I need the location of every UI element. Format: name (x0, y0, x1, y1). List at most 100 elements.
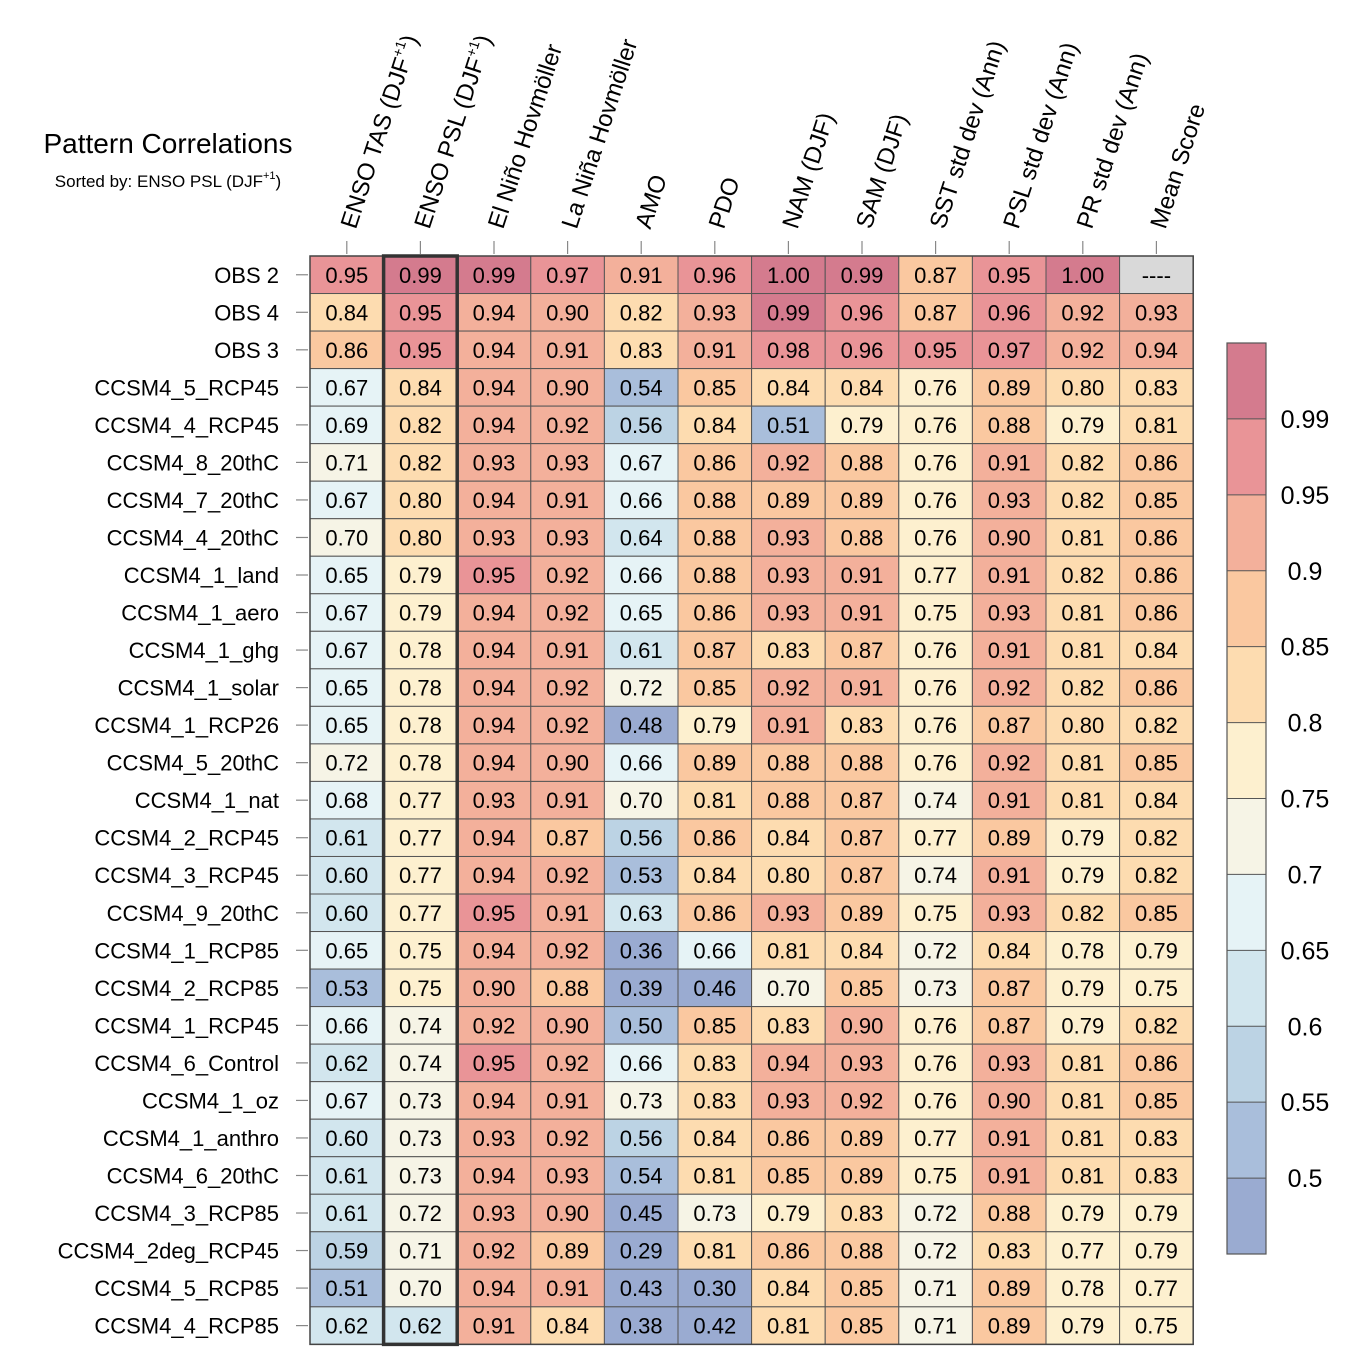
heatmap-cell (824, 518, 900, 557)
cell-value: 0.85 (841, 1276, 884, 1301)
cell-value: 0.73 (620, 1088, 663, 1113)
heatmap-cell (898, 743, 973, 782)
cell-value: 0.73 (399, 1088, 442, 1113)
cell-value: 0.93 (767, 901, 810, 926)
column-label: SAM (DJF) (851, 111, 913, 232)
column-label: Mean Score (1145, 100, 1211, 231)
cell-value: 0.86 (693, 450, 736, 475)
colorbar-tick-label: 0.8 (1288, 710, 1323, 738)
cell-value: ---- (1142, 263, 1171, 288)
heatmap-cell (677, 630, 753, 670)
cell-value: 0.67 (325, 601, 368, 626)
cell-value: 0.81 (1061, 788, 1104, 813)
cell-value: 0.71 (399, 1239, 442, 1264)
cell-value: 0.54 (620, 1163, 663, 1188)
cell-value: 0.77 (399, 826, 442, 851)
heatmap-cell (751, 593, 826, 632)
heatmap-cell (898, 368, 973, 407)
heatmap-cell (898, 518, 973, 557)
heatmap-cell (309, 368, 385, 407)
heatmap-cell (530, 1231, 605, 1270)
row-label: CCSM4_5_20thC (107, 751, 280, 776)
cell-value: 0.94 (473, 1163, 516, 1188)
cell-value: 0.74 (914, 788, 957, 813)
cell-value: 0.88 (546, 976, 589, 1001)
cell-value: 0.83 (1135, 1126, 1178, 1151)
cell-value: 0.91 (988, 638, 1031, 663)
cell-value: 0.94 (767, 1051, 810, 1076)
cell-value: 0.97 (988, 338, 1031, 363)
heatmap-cell (824, 593, 900, 632)
heatmap-cell (677, 1268, 753, 1308)
cell-value: 0.79 (399, 601, 442, 626)
heatmap-cell (824, 855, 900, 895)
heatmap-cell (824, 1193, 900, 1233)
heatmap-cell (1045, 330, 1121, 370)
heatmap-cell (898, 630, 973, 670)
cell-value: 0.91 (988, 563, 1031, 588)
cell-value: 0.89 (988, 375, 1031, 400)
cell-value: 0.94 (473, 863, 516, 888)
heatmap-cell (677, 893, 753, 933)
cell-value: 0.89 (767, 488, 810, 513)
heatmap-cell (383, 1118, 458, 1158)
heatmap-cell (603, 1193, 679, 1233)
heatmap-cell (677, 1306, 753, 1345)
cell-value: 0.86 (1135, 525, 1178, 550)
cell-value: 0.76 (914, 751, 957, 776)
cell-value: 0.78 (399, 638, 442, 663)
cell-value: 0.84 (767, 375, 810, 400)
heatmap-cell (824, 968, 900, 1008)
cell-value: 0.95 (325, 263, 368, 288)
heatmap-cell (530, 368, 605, 407)
heatmap-cell (530, 1043, 605, 1083)
cell-value: 0.75 (914, 901, 957, 926)
cell-value: 0.66 (620, 1051, 663, 1076)
cell-value: 0.66 (325, 1013, 368, 1038)
column-ticks (346, 241, 1158, 254)
cell-value: 0.79 (841, 413, 884, 438)
heatmap-cell (751, 1268, 826, 1308)
cell-value: 0.84 (1135, 638, 1178, 663)
cell-value: 0.75 (1135, 1314, 1178, 1339)
cell-value: 0.94 (473, 413, 516, 438)
cell-value: 0.65 (325, 563, 368, 588)
row-labels: OBS 2 OBS 4 OBS 3 CCSM4_5_RCP45 CCSM4_4_RCP4… (58, 263, 279, 1339)
cell-value: 0.79 (767, 1201, 810, 1226)
cell-value: 0.93 (767, 1088, 810, 1113)
row-label: CCSM4_1_nat (135, 788, 279, 813)
cell-value: 0.93 (473, 1201, 516, 1226)
heatmap-cell (1119, 968, 1194, 1008)
cell-value: 0.82 (1061, 901, 1104, 926)
cell-value: 0.88 (693, 563, 736, 588)
cell-value: 0.91 (546, 1088, 589, 1113)
heatmap-cell (1045, 255, 1121, 295)
cell-value: 0.66 (620, 563, 663, 588)
heatmap-cell (309, 1006, 385, 1045)
cell-value: 0.90 (546, 375, 589, 400)
cell-value: 0.91 (988, 1163, 1031, 1188)
heatmap-cell (751, 968, 826, 1008)
cell-value: 0.42 (693, 1314, 736, 1339)
heatmap-cell (530, 968, 605, 1008)
heatmap-cell (824, 293, 900, 332)
cell-value: 0.83 (841, 713, 884, 738)
cell-value: 0.85 (693, 676, 736, 701)
heatmap-cell (1119, 1268, 1194, 1308)
cell-value: 0.77 (914, 563, 957, 588)
heatmap-cell (456, 1306, 532, 1345)
row-label: CCSM4_1_RCP85 (94, 938, 279, 963)
cell-value: 0.88 (693, 525, 736, 550)
heatmap-cell (456, 593, 532, 632)
cell-value: 0.61 (325, 826, 368, 851)
heatmap-cell (1119, 330, 1194, 370)
cell-value: 0.91 (546, 638, 589, 663)
cell-value: 0.99 (399, 263, 442, 288)
cell-value: 0.82 (1061, 450, 1104, 475)
cell-value: 0.77 (914, 826, 957, 851)
cell-value: 0.76 (914, 375, 957, 400)
heatmap-cell (530, 855, 605, 895)
cell-value: 0.92 (473, 1013, 516, 1038)
heatmap-cell (383, 1156, 458, 1195)
colorbar-tick-label: 0.7 (1288, 861, 1323, 889)
